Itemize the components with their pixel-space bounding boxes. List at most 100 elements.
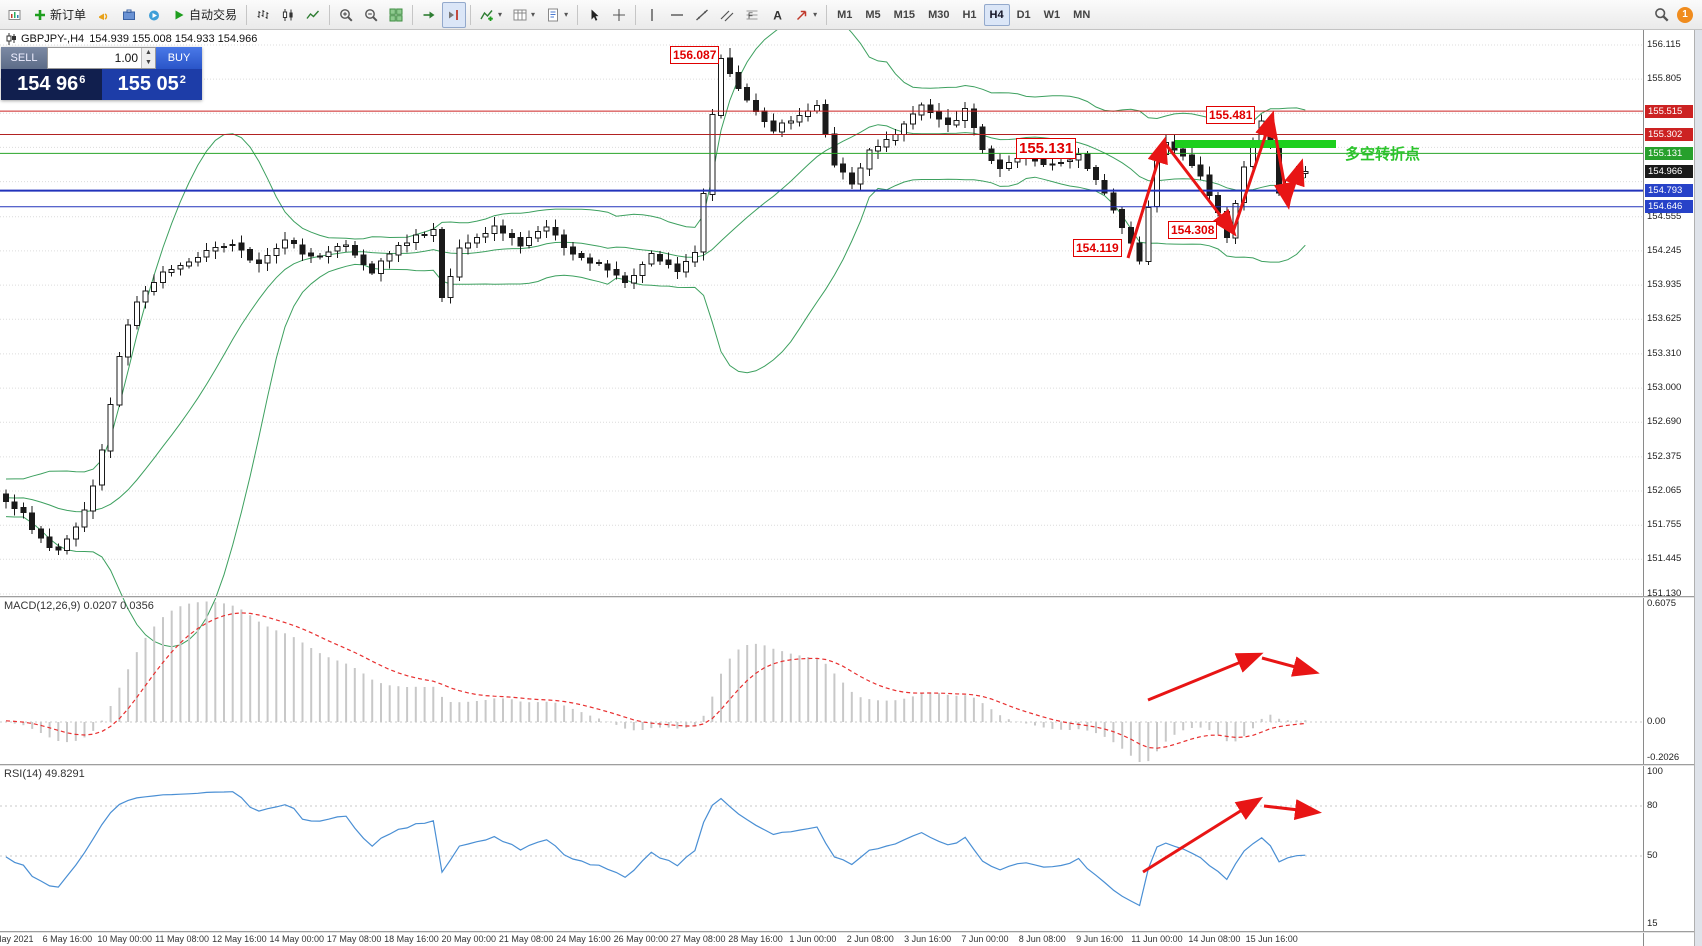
bollinger-bands	[5, 30, 1306, 648]
timeframe-h1-button[interactable]: H1	[962, 8, 977, 21]
zoom-in-button[interactable]	[334, 2, 358, 28]
time-axis-label: 20 May 00:00	[441, 934, 497, 944]
price-flag-155481[interactable]: 155.481	[1206, 106, 1256, 124]
horizontal-line-button[interactable]	[665, 2, 689, 28]
volume-up-icon[interactable]: ▲	[142, 48, 155, 58]
timeframe-m5-button[interactable]: M5	[865, 8, 881, 21]
notification-badge[interactable]: 1	[1677, 6, 1693, 23]
turning-point-bar[interactable]	[1175, 140, 1336, 148]
new-order-button[interactable]: 新订单	[28, 2, 91, 28]
macd-axis-label: 0.00	[1647, 716, 1666, 727]
volume-stepper[interactable]: ▲ ▼	[141, 48, 155, 68]
new-chart-button[interactable]	[3, 2, 27, 28]
rsi-indicator	[0, 791, 1643, 907]
price-flag-154119[interactable]: 154.119	[1073, 239, 1122, 257]
templates-icon	[546, 8, 560, 22]
trend-arrow[interactable]	[1284, 158, 1305, 205]
volume-field[interactable]: 1.00 ▲ ▼	[47, 47, 156, 69]
line-chart-icon	[306, 8, 320, 22]
price-axis-label: 152.375	[1647, 450, 1682, 462]
text-button[interactable]: A	[765, 2, 789, 28]
templates-button[interactable]: ▾	[541, 2, 573, 28]
one-click-trading-panel: SELL 1.00 ▲ ▼ BUY 154 96 6 155 05 2	[1, 47, 202, 100]
time-axis-label: 1 Jun 00:00	[789, 934, 837, 944]
trend-arrow[interactable]	[1261, 656, 1320, 677]
search-icon[interactable]	[1654, 7, 1669, 22]
turning-point-label[interactable]: 多空转折点	[1345, 146, 1421, 163]
rsi-label: RSI(14) 49.8291	[4, 768, 85, 780]
chart-canvas[interactable]	[0, 30, 1702, 946]
new-order-icon	[33, 8, 47, 22]
time-axis-label: 14 Jun 08:00	[1188, 934, 1241, 944]
candle-chart-icon	[281, 8, 295, 22]
sell-price[interactable]: 154 96 6	[1, 69, 102, 100]
timeframe-d1-button[interactable]: D1	[1016, 8, 1031, 21]
time-axis-label: 9 Jun 16:00	[1076, 934, 1124, 944]
timeframe-h4-button[interactable]: H4	[983, 3, 1010, 26]
line-chart-button[interactable]	[301, 2, 325, 28]
level-lines	[0, 110, 1643, 208]
rsi-panel-divider[interactable]	[0, 764, 1702, 766]
price-axis-label: 154.555	[1647, 210, 1682, 222]
periods-icon	[513, 8, 527, 22]
equidistant-channel-button[interactable]	[715, 2, 739, 28]
time-axis-label: 24 May 16:00	[556, 934, 611, 944]
chevron-down-icon: ▾	[564, 10, 569, 19]
volume-down-icon[interactable]: ▼	[142, 58, 155, 68]
chart-shift-button[interactable]	[442, 1, 467, 28]
tile-windows-button[interactable]	[384, 2, 408, 28]
macd-panel-divider[interactable]	[0, 596, 1702, 598]
grid-lines	[0, 44, 1643, 595]
timeframe-w1-button[interactable]: W1	[1043, 8, 1061, 21]
arrows-button[interactable]: ▾	[790, 2, 822, 28]
trend-arrow[interactable]	[1231, 110, 1276, 233]
toolbar-separator	[635, 4, 637, 25]
buy-price[interactable]: 155 05 2	[101, 69, 202, 100]
fibonacci-button[interactable]: F	[740, 2, 764, 28]
mql5-news-button[interactable]	[92, 2, 116, 28]
periods-button[interactable]: ▾	[508, 2, 540, 28]
annotations[interactable]	[1126, 110, 1336, 874]
timeframe-m30-button[interactable]: M30	[928, 8, 950, 21]
trend-arrow[interactable]	[1263, 799, 1322, 821]
timeframe-m1-button[interactable]: M1	[837, 8, 853, 21]
zoom-out-button[interactable]	[359, 2, 383, 28]
trend-arrow[interactable]	[1162, 141, 1237, 237]
autotrading-button[interactable]: 自动交易	[167, 2, 242, 28]
time-axis-label: 12 May 16:00	[212, 934, 267, 944]
trend-arrow[interactable]	[1142, 796, 1264, 874]
vertical-line-button[interactable]	[640, 2, 664, 28]
bar-chart-button[interactable]	[251, 2, 275, 28]
timeframe-m15-button[interactable]: M15	[893, 8, 916, 21]
price-tag-154966: 154.966	[1645, 165, 1693, 179]
autotrading-icon	[172, 8, 186, 22]
toolbox-button[interactable]	[117, 2, 141, 28]
candlestick-icon	[6, 33, 16, 45]
candle-chart-button[interactable]	[276, 2, 300, 28]
crosshair-button[interactable]	[607, 2, 631, 28]
toolbar-right: 1	[1654, 6, 1699, 23]
price-flag-156087[interactable]: 156.087	[670, 46, 720, 64]
trend-arrow[interactable]	[1147, 652, 1264, 702]
rsi-axis-label: 100	[1647, 766, 1663, 777]
candles	[3, 48, 1309, 555]
buy-button[interactable]: BUY	[156, 47, 202, 69]
price-flag-154308[interactable]: 154.308	[1168, 221, 1218, 239]
sell-price-big: 154 96	[17, 73, 79, 95]
strategy-tester-button[interactable]	[142, 2, 166, 28]
trend-arrow[interactable]	[1270, 115, 1295, 210]
auto-scroll-button[interactable]	[417, 2, 441, 28]
rsi-axis-label: 80	[1647, 800, 1658, 811]
buy-price-big: 155 05	[117, 73, 179, 95]
trend-arrow[interactable]	[1126, 136, 1168, 259]
time-axis-label: 21 May 08:00	[498, 934, 554, 944]
cursor-button[interactable]	[582, 2, 606, 28]
vertical-scrollbar[interactable]	[1694, 30, 1702, 946]
toolbar-separator	[412, 4, 414, 25]
price-flag-155131[interactable]: 155.131	[1016, 138, 1077, 159]
indicators-button[interactable]: ▾	[475, 2, 507, 28]
strategy-tester-icon	[147, 8, 161, 22]
trendline-button[interactable]	[690, 2, 714, 28]
sell-button[interactable]: SELL	[1, 47, 47, 69]
timeframe-mn-button[interactable]: MN	[1073, 8, 1091, 21]
